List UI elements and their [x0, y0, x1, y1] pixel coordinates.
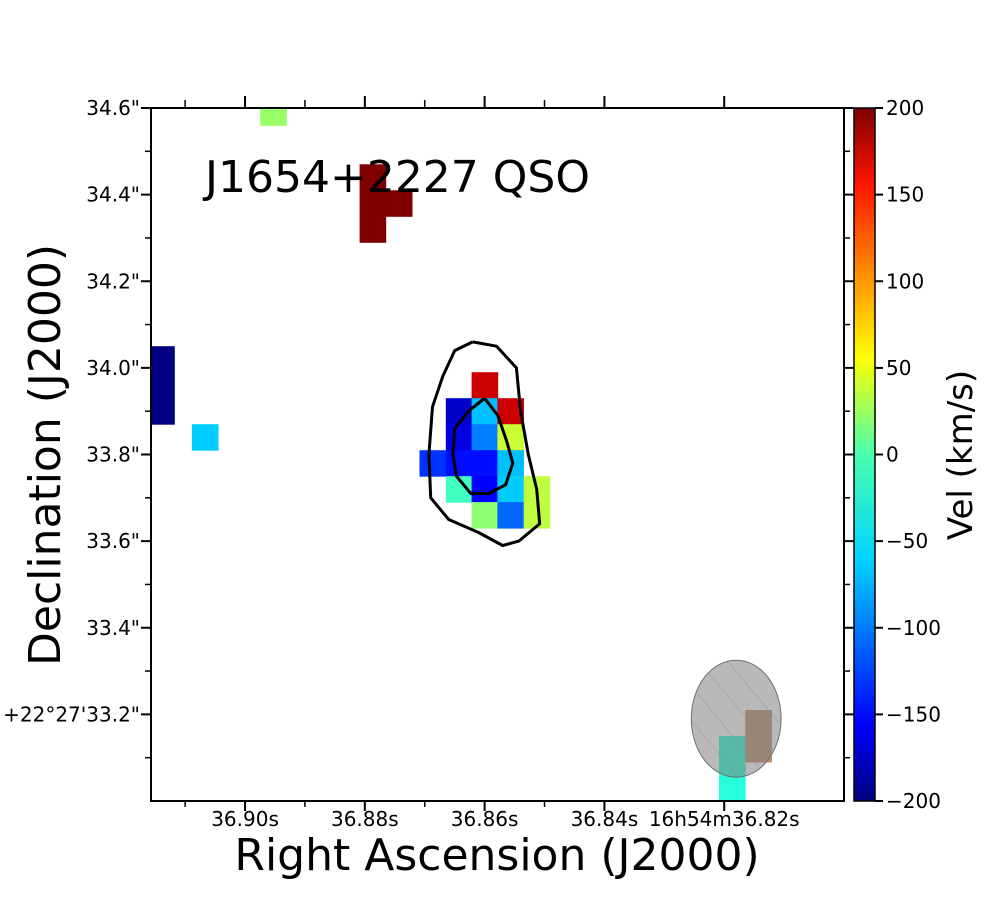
velocity-pixel	[385, 190, 413, 217]
x-tick-label: 36.90s	[211, 807, 279, 831]
velocity-pixel	[445, 424, 473, 451]
velocity-pixel	[151, 372, 175, 399]
velocity-pixel	[151, 346, 175, 373]
x-tick-label: 36.86s	[451, 807, 519, 831]
intensity-contours	[427, 340, 542, 547]
velocity-pixel	[471, 450, 499, 477]
beam-hatch	[691, 660, 782, 778]
velocity-pixel	[260, 108, 287, 126]
colorbar-tick-label: −50	[886, 529, 928, 553]
y-tick-label: 33.8"	[86, 443, 140, 467]
velocity-pixel	[719, 775, 746, 801]
colorbar-ticks: 200 150 100 50 0 −50 −100 −150 −200	[875, 96, 941, 813]
x-axis-ticks: 36.90s 36.88s 36.86s 36.84s 16h54m36.82s	[184, 96, 800, 831]
colorbar-tick-label: −200	[886, 789, 941, 813]
velocity-pixel	[151, 398, 175, 425]
velocity-pixel	[471, 424, 499, 451]
colorbar-tick-label: 100	[886, 269, 924, 293]
y-tick-label: +22°27'33.2"	[3, 702, 140, 726]
x-axis-title: Right Ascension (J2000)	[234, 830, 759, 881]
x-tick-label: 16h54m36.82s	[649, 807, 800, 831]
colorbar-tick-label: 150	[886, 183, 924, 207]
y-tick-label: 34.2"	[86, 269, 140, 293]
velocity-pixel	[359, 216, 387, 243]
colorbar-tick-label: −150	[886, 702, 941, 726]
velocity-pixel	[497, 476, 524, 503]
beam-ellipse	[690, 659, 782, 778]
colorbar-tick-label: 50	[886, 356, 911, 380]
y-tick-label: 34.4"	[86, 183, 140, 207]
y-tick-label: 33.4"	[86, 616, 140, 640]
y-tick-label: 34.6"	[86, 96, 140, 120]
velocity-pixel	[445, 450, 473, 477]
contour-level-2	[451, 397, 515, 495]
colorbar-tick-label: 200	[886, 96, 924, 120]
x-tick-label: 36.88s	[331, 807, 399, 831]
velocity-pixel	[471, 502, 499, 529]
colorbar-gradient	[853, 107, 876, 802]
colorbar-tick-label: −100	[886, 616, 941, 640]
y-tick-label: 33.6"	[86, 529, 140, 553]
velocity-pixel	[191, 424, 219, 451]
velocity-pixels	[151, 108, 772, 801]
velocity-pixel	[471, 372, 499, 399]
velocity-pixel	[359, 164, 387, 191]
x-tick-label: 36.84s	[571, 807, 639, 831]
plot-title: J1654+2227 QSO	[202, 152, 590, 203]
velocity-pixel	[359, 190, 387, 217]
colorbar-title: Vel (km/s)	[941, 370, 981, 540]
y-axis-ticks: 34.6" 34.4" 34.2" 34.0" 33.8" 33.6" 33.4" +22°2…	[3, 96, 854, 759]
velocity-pixel	[497, 502, 524, 529]
velocity-pixel	[419, 450, 447, 477]
y-axis-title: Declination (J2000)	[20, 244, 71, 666]
y-tick-label: 34.0"	[86, 356, 140, 380]
contour-level-1	[427, 340, 542, 547]
colorbar-tick-label: 0	[886, 443, 899, 467]
